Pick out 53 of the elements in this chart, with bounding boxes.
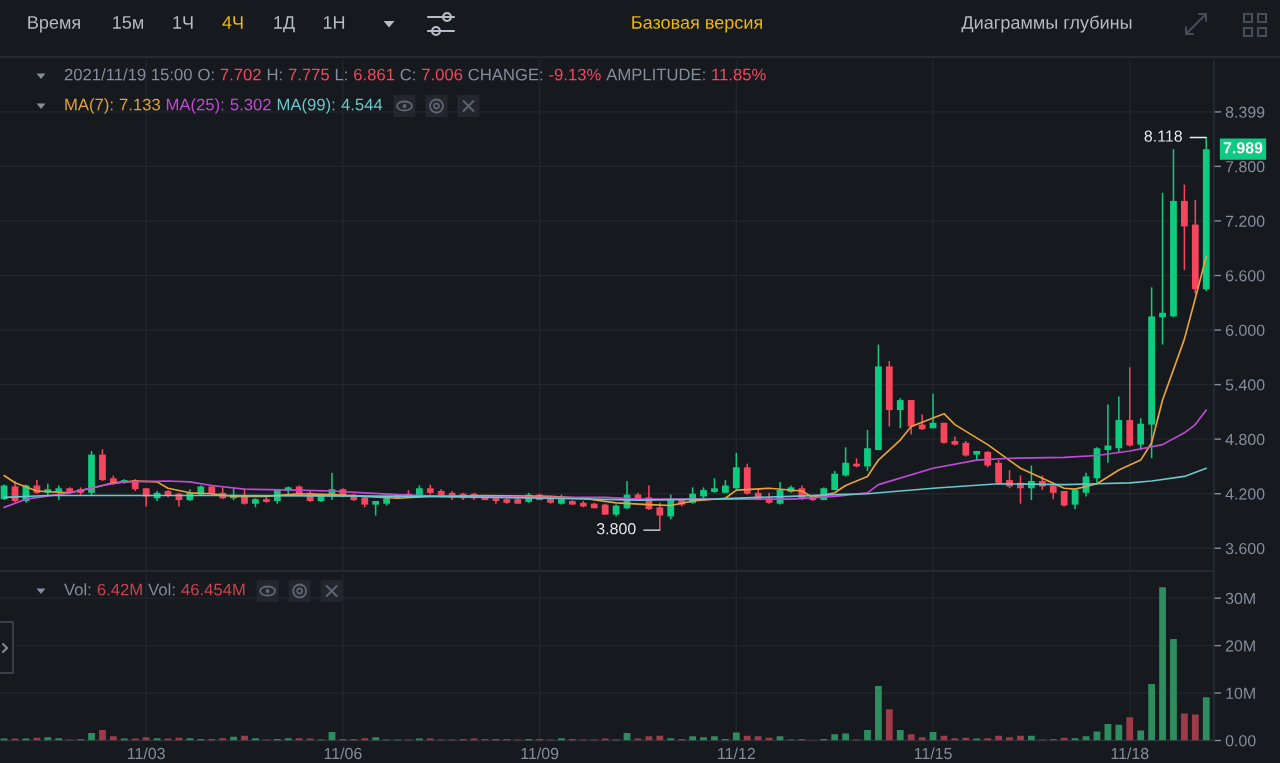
y-tick-label: 6.600 bbox=[1225, 270, 1265, 282]
annotation: 6.861 bbox=[354, 68, 395, 81]
annotation: 4.544 bbox=[341, 98, 383, 111]
annotation: Vol: bbox=[64, 583, 91, 596]
x-tick-label: 11/12 bbox=[718, 747, 755, 760]
y-tick-label: 4.800 bbox=[1225, 433, 1265, 446]
annotation: -9.13% bbox=[549, 68, 601, 81]
annotation: 6.42M bbox=[97, 583, 142, 596]
y-tick-label: 6.000 bbox=[1225, 324, 1265, 336]
annotation: 3.800 bbox=[596, 523, 636, 535]
text: Базовая версия bbox=[632, 16, 762, 33]
x-tick-label: 11/09 bbox=[521, 747, 559, 760]
x-tick-label: 11/06 bbox=[324, 747, 362, 760]
y-tick-label: 7.800 bbox=[1225, 161, 1265, 173]
y-tick-label: 30M bbox=[1225, 592, 1255, 605]
annotation: H: bbox=[267, 68, 282, 81]
text: 1Н bbox=[323, 16, 345, 29]
y-tick-label: 10M bbox=[1226, 687, 1255, 699]
annotation: 46.454M bbox=[181, 583, 245, 596]
y-tick-label: 5.400 bbox=[1225, 379, 1265, 391]
text: Время bbox=[28, 16, 80, 33]
annotation: 7.702 bbox=[220, 68, 261, 81]
text: MA(25): bbox=[166, 98, 224, 114]
y-tick-label: 0.00 bbox=[1225, 735, 1256, 747]
annotation: C: bbox=[400, 68, 415, 81]
y-tick-label: 4.200 bbox=[1225, 488, 1265, 500]
annotation: 7.989 bbox=[1223, 142, 1263, 154]
text: MA(99): bbox=[277, 98, 335, 114]
annotation: 5.302 bbox=[230, 98, 271, 111]
annotation: Vol: bbox=[148, 583, 175, 596]
annotation: CHANGE: bbox=[468, 68, 543, 81]
x-tick-label: 11/15 bbox=[914, 747, 952, 760]
annotation: 7.006 bbox=[422, 68, 463, 81]
text: 4Ч bbox=[222, 16, 243, 29]
annotation: 8.118 bbox=[1144, 130, 1182, 142]
y-tick-label: 7.200 bbox=[1225, 215, 1265, 227]
text: 1Д bbox=[274, 16, 295, 33]
x-tick-label: 11/18 bbox=[1111, 747, 1149, 760]
annotation: AMPLITUDE: bbox=[606, 68, 705, 81]
text: 1Ч bbox=[173, 16, 193, 29]
text: 15м bbox=[113, 16, 144, 29]
text: Диаграммы глубины bbox=[961, 15, 1132, 33]
annotation: 2021/11/19 15:00 bbox=[64, 68, 192, 81]
annotation: L: bbox=[335, 68, 347, 81]
text: MA(7): bbox=[65, 98, 113, 114]
annotation: 7.775 bbox=[288, 68, 330, 81]
y-tick-label: 8.399 bbox=[1225, 106, 1265, 118]
annotation: 11.85% bbox=[712, 68, 766, 81]
x-tick-label: 11/03 bbox=[128, 747, 165, 760]
y-tick-label: 3.600 bbox=[1225, 542, 1265, 555]
annotation: 7.133 bbox=[119, 98, 160, 111]
annotation: O: bbox=[198, 68, 214, 81]
y-tick-label: 20M bbox=[1225, 640, 1255, 652]
